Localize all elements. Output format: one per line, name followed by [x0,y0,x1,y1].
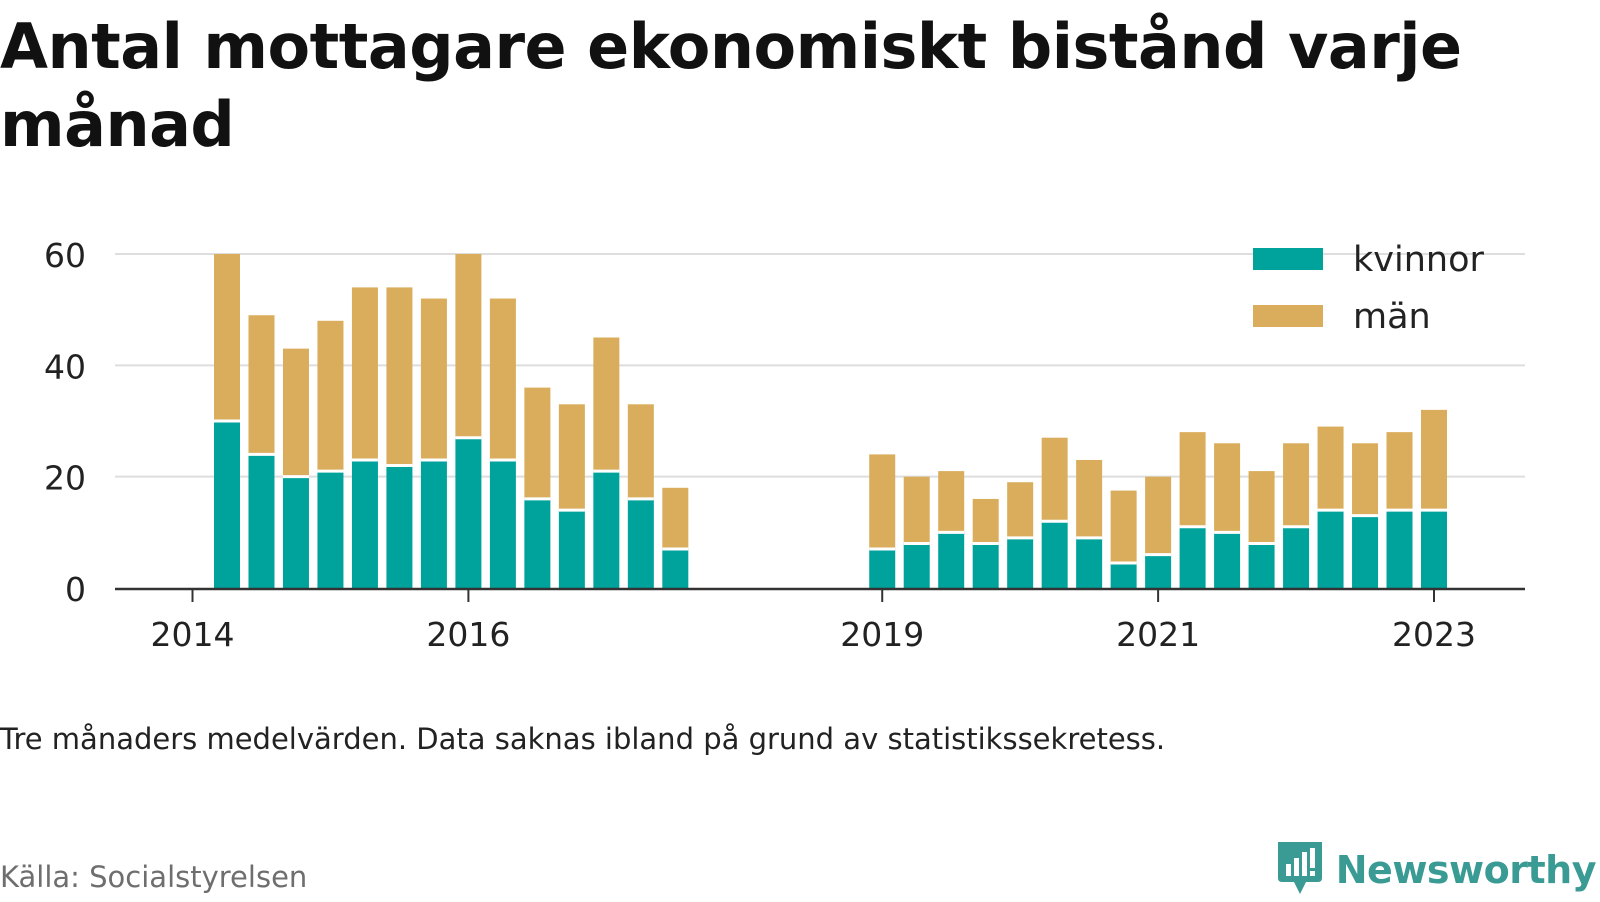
bar-kvinnor [1041,521,1068,588]
bar-man [420,298,447,460]
bar-man [1248,471,1275,544]
bar-kvinnor [1283,526,1310,588]
bar-kvinnor [455,437,482,588]
legend-label: män [1353,297,1431,337]
bar-man [489,298,516,460]
bar-kvinnor [282,476,309,588]
bar-kvinnor [1248,543,1275,588]
bar-man [938,471,965,533]
bar-man [455,254,482,438]
bar-kvinnor [420,459,447,588]
brand-logo[interactable]: Newsworthy [1274,838,1597,902]
bar-man [1283,443,1310,527]
legend-swatch [1253,305,1323,327]
bar-man [903,476,930,544]
bar-kvinnor [489,459,516,588]
bar-man [248,315,275,455]
legend-label: kvinnor [1353,240,1484,280]
legend-swatch [1253,248,1323,270]
bar-kvinnor [351,459,378,588]
bar-kvinnor [972,543,999,588]
newsworthy-logo-icon [1274,838,1326,902]
bar-kvinnor [869,549,896,588]
y-tick-label: 20 [44,459,86,498]
bars [214,0,1482,588]
bar-kvinnor [524,498,551,588]
chart-note: Tre månaders medelvärden. Data saknas ib… [0,722,1166,756]
bar-kvinnor [386,465,413,588]
bar-man [1110,490,1137,563]
bar-man [524,387,551,499]
brand-name: Newsworthy [1335,848,1597,892]
bar-kvinnor [938,532,965,588]
bar-man [972,498,999,544]
bar-man [1007,482,1034,538]
bar-kvinnor [1386,510,1413,588]
bar-man [1145,476,1172,555]
bar-man [1352,443,1379,516]
x-tick-label: 2019 [840,615,924,654]
bar-man [1214,443,1241,533]
bar-kvinnor [317,471,344,588]
bar-kvinnor [1007,537,1034,588]
bar-kvinnor [593,471,620,588]
bar-man [593,337,620,472]
bar-man [1317,426,1344,511]
x-tick-label: 2014 [151,615,235,654]
y-tick-label: 40 [44,347,86,386]
bar-kvinnor [1110,562,1137,588]
bar-kvinnor [903,543,930,588]
y-tick-label: 60 [44,236,86,275]
bar-man [662,487,689,550]
bar-man [1041,437,1068,522]
bar-man [869,454,896,550]
bar-man [317,320,344,472]
bar-man [386,287,413,466]
y-axis-ticks: 0 20 40 60 [44,236,86,609]
bar-kvinnor [214,421,240,588]
bar-man [351,287,378,460]
bar-kvinnor [1352,515,1379,588]
bar-man [558,404,585,511]
bar-man [214,254,240,421]
y-tick-label: 0 [65,570,86,609]
stacked-bar-chart: 0 20 40 60 2014 2016 2019 2021 2023 kvinnor män [44,0,1525,654]
bar-man [627,404,654,499]
x-tick-label: 2016 [426,615,510,654]
legend: kvinnor män [1253,240,1484,337]
bar-kvinnor [1421,510,1447,588]
bar-kvinnor [248,454,275,588]
bar-kvinnor [627,498,654,588]
bar-kvinnor [1145,554,1172,588]
x-axis-ticks: 2014 2016 2019 2021 2023 [151,589,1476,654]
bar-kvinnor [558,510,585,588]
bar-kvinnor [1317,510,1344,588]
bar-kvinnor [1076,537,1103,588]
bar-man [1076,459,1103,538]
bar-man [1421,409,1447,511]
x-tick-label: 2023 [1392,615,1476,654]
bar-man [1179,432,1206,527]
source-text: Källa: Socialstyrelsen [0,860,308,894]
bar-kvinnor [662,549,689,588]
chart-title: Antal mottagare ekonomiskt bistånd varje… [0,10,1462,161]
x-tick-label: 2021 [1116,615,1200,654]
bar-man [282,348,309,477]
bar-kvinnor [1214,532,1241,588]
bar-man [1386,432,1413,511]
bar-kvinnor [1179,526,1206,588]
